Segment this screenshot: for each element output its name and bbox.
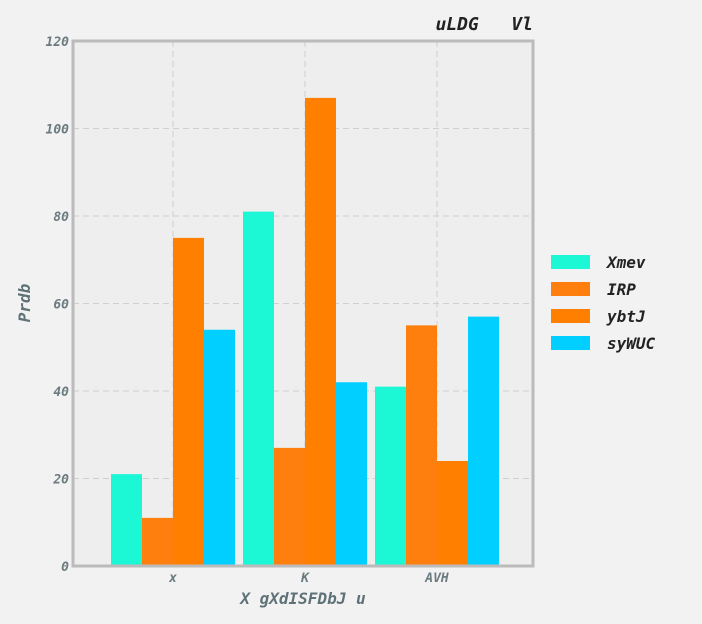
bar <box>336 382 367 566</box>
legend-swatch <box>551 255 590 269</box>
chart-title: uLDG Vl <box>435 14 533 35</box>
legend-label: Xmev <box>605 253 646 272</box>
legend-swatch <box>551 282 590 296</box>
plot-frame <box>71 39 535 568</box>
bar <box>468 316 499 566</box>
legend-swatch <box>551 336 590 350</box>
legend-label: ybtJ <box>606 307 646 326</box>
bar <box>111 474 142 566</box>
legend-label: IRP <box>607 280 636 299</box>
bar <box>274 447 305 566</box>
legend-label: syWUC <box>607 334 656 353</box>
x-tick-label: K <box>300 571 310 586</box>
y-tick-label: 20 <box>52 473 69 488</box>
x-axis: x K AVH <box>168 571 449 586</box>
y-tick-label: 0 <box>61 560 69 575</box>
bar <box>243 211 274 566</box>
bar <box>437 461 468 566</box>
bar <box>305 97 336 566</box>
x-axis-label: X gXdISFDbJ u <box>238 589 366 608</box>
x-tick-label: AVH <box>424 571 449 586</box>
y-tick-label: 120 <box>46 35 70 50</box>
y-tick-label: 80 <box>53 210 69 225</box>
bar <box>204 329 235 566</box>
bar <box>173 237 204 566</box>
bars <box>111 97 499 566</box>
y-tick-label: 40 <box>53 385 69 400</box>
legend: Xmev IRP ybtJ syWUC <box>551 253 656 353</box>
y-axis-label: Prdb <box>15 283 34 322</box>
bar <box>406 325 437 566</box>
bar <box>375 386 406 566</box>
y-tick-label: 60 <box>53 298 69 313</box>
y-axis: 0 20 40 60 80 100 120 <box>46 35 70 575</box>
y-tick-label: 100 <box>46 123 70 138</box>
legend-swatch <box>551 309 590 323</box>
x-tick-label: x <box>168 571 177 586</box>
bar <box>142 517 173 566</box>
